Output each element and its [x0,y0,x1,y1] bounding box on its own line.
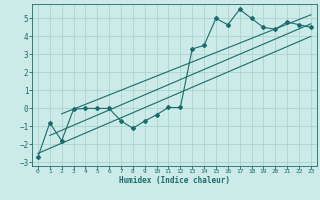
X-axis label: Humidex (Indice chaleur): Humidex (Indice chaleur) [119,176,230,185]
